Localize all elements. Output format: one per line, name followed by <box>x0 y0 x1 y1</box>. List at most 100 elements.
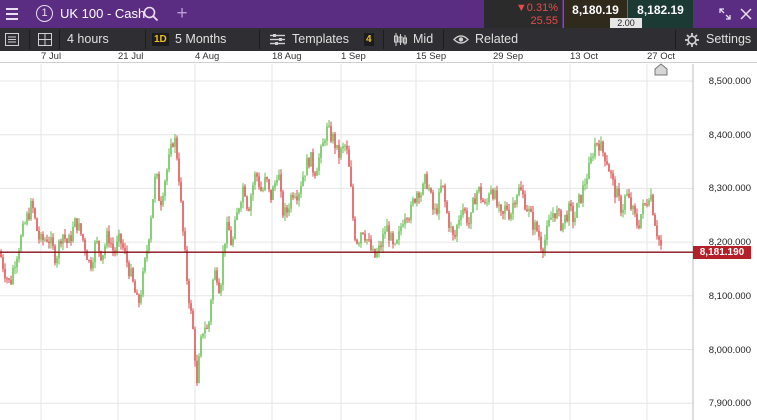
list-view-icon[interactable] <box>5 33 19 46</box>
candle-up <box>106 231 108 246</box>
candle-down <box>448 212 450 228</box>
candle-down <box>634 205 636 214</box>
candle-down <box>88 260 90 262</box>
candle-down <box>90 260 92 269</box>
candle-down <box>418 192 420 198</box>
candle-up <box>264 177 266 190</box>
candle-down <box>108 231 110 244</box>
candle-up <box>74 218 76 228</box>
candle-up <box>212 279 214 301</box>
gear-icon[interactable] <box>685 33 699 47</box>
candle-up <box>166 169 168 182</box>
candle-down <box>566 214 568 222</box>
candle-up <box>12 267 14 284</box>
candle-down <box>338 144 340 158</box>
candle-up <box>410 204 412 221</box>
candle-down <box>618 188 620 197</box>
candle-up <box>14 267 16 269</box>
candle-up <box>478 186 480 192</box>
candle-up <box>582 185 584 203</box>
candle-down <box>100 251 102 261</box>
candle-down <box>190 303 192 311</box>
candle-down <box>524 194 526 210</box>
candle-down <box>112 243 114 251</box>
candle-up <box>544 239 546 253</box>
templates-icon[interactable] <box>270 34 285 45</box>
candle-down <box>86 250 88 261</box>
candle-up <box>586 178 588 185</box>
candle-down <box>172 143 174 147</box>
candle-down <box>138 294 140 303</box>
related-button[interactable]: Related <box>475 32 519 46</box>
candle-down <box>606 161 608 165</box>
candle-up <box>490 189 492 195</box>
candle-down <box>216 270 218 283</box>
candle-down <box>602 141 604 153</box>
price-tick-label: 8,500.000 <box>708 76 751 87</box>
candle-up <box>92 262 94 269</box>
candle-up <box>294 196 296 198</box>
candle-down <box>136 292 138 295</box>
candle-up <box>238 208 240 213</box>
candle-down <box>432 192 434 210</box>
candle-up <box>518 187 520 196</box>
buy-price-button[interactable]: 8,182.19 <box>627 0 693 28</box>
candle-up <box>198 356 200 384</box>
price-chart[interactable] <box>0 64 757 420</box>
interval-selector[interactable]: 4 hours <box>67 32 109 46</box>
change-absolute: 25.55 <box>530 15 558 27</box>
candle-up <box>562 223 564 231</box>
candle-down <box>496 190 498 207</box>
price-type-selector[interactable]: Mid <box>413 32 434 46</box>
candle-down <box>0 252 2 258</box>
candle-down <box>572 205 574 222</box>
candle-up <box>626 193 628 196</box>
candle-down <box>122 243 124 248</box>
candle-up <box>174 137 176 147</box>
date-tick-label: 27 Oct <box>647 51 675 62</box>
candle-down <box>414 198 416 203</box>
candle-down <box>484 202 486 204</box>
close-icon[interactable] <box>738 6 754 22</box>
candle-down <box>134 281 136 293</box>
instrument-title[interactable]: UK 100 - Cash <box>60 6 146 21</box>
candle-down <box>184 231 186 250</box>
eye-icon[interactable] <box>453 34 469 45</box>
candle-up <box>342 146 344 148</box>
candle-up <box>394 243 396 245</box>
date-tick-label: 15 Sep <box>416 51 447 62</box>
candle-down <box>392 232 394 245</box>
period-selector[interactable]: 5 Months <box>175 32 227 46</box>
candle-up <box>154 176 156 200</box>
search-icon[interactable] <box>142 5 160 23</box>
candle-down <box>126 251 128 263</box>
candle-up <box>18 250 20 259</box>
expand-icon[interactable] <box>717 6 733 22</box>
scroll-to-latest-icon[interactable] <box>654 63 668 76</box>
price-tick-label: 8,200.000 <box>708 237 751 249</box>
candle-up <box>378 245 380 252</box>
candle-up <box>390 232 392 241</box>
layout-grid-icon[interactable] <box>38 33 52 46</box>
candle-down <box>6 278 8 280</box>
candlestick-icon[interactable] <box>393 33 408 46</box>
hamburger-menu-icon[interactable] <box>0 0 24 28</box>
candle-down <box>308 158 310 167</box>
templates-button[interactable]: Templates <box>292 32 349 46</box>
candle-up <box>146 250 148 259</box>
candle-down <box>638 225 640 228</box>
candle-up <box>236 212 238 221</box>
add-tab-icon[interactable]: + <box>176 3 188 24</box>
candle-up <box>642 203 644 215</box>
settings-button[interactable]: Settings <box>706 32 752 46</box>
candle-up <box>402 224 404 227</box>
toolbar-divider <box>383 30 384 49</box>
candle-up <box>320 146 322 158</box>
tab-number-badge[interactable]: 1 <box>36 5 53 22</box>
candle-up <box>310 152 312 167</box>
candle-down <box>406 218 408 220</box>
date-tick-label: 13 Oct <box>570 51 598 62</box>
candle-up <box>20 235 22 251</box>
candle-down <box>120 233 122 244</box>
candle-down <box>356 239 358 244</box>
